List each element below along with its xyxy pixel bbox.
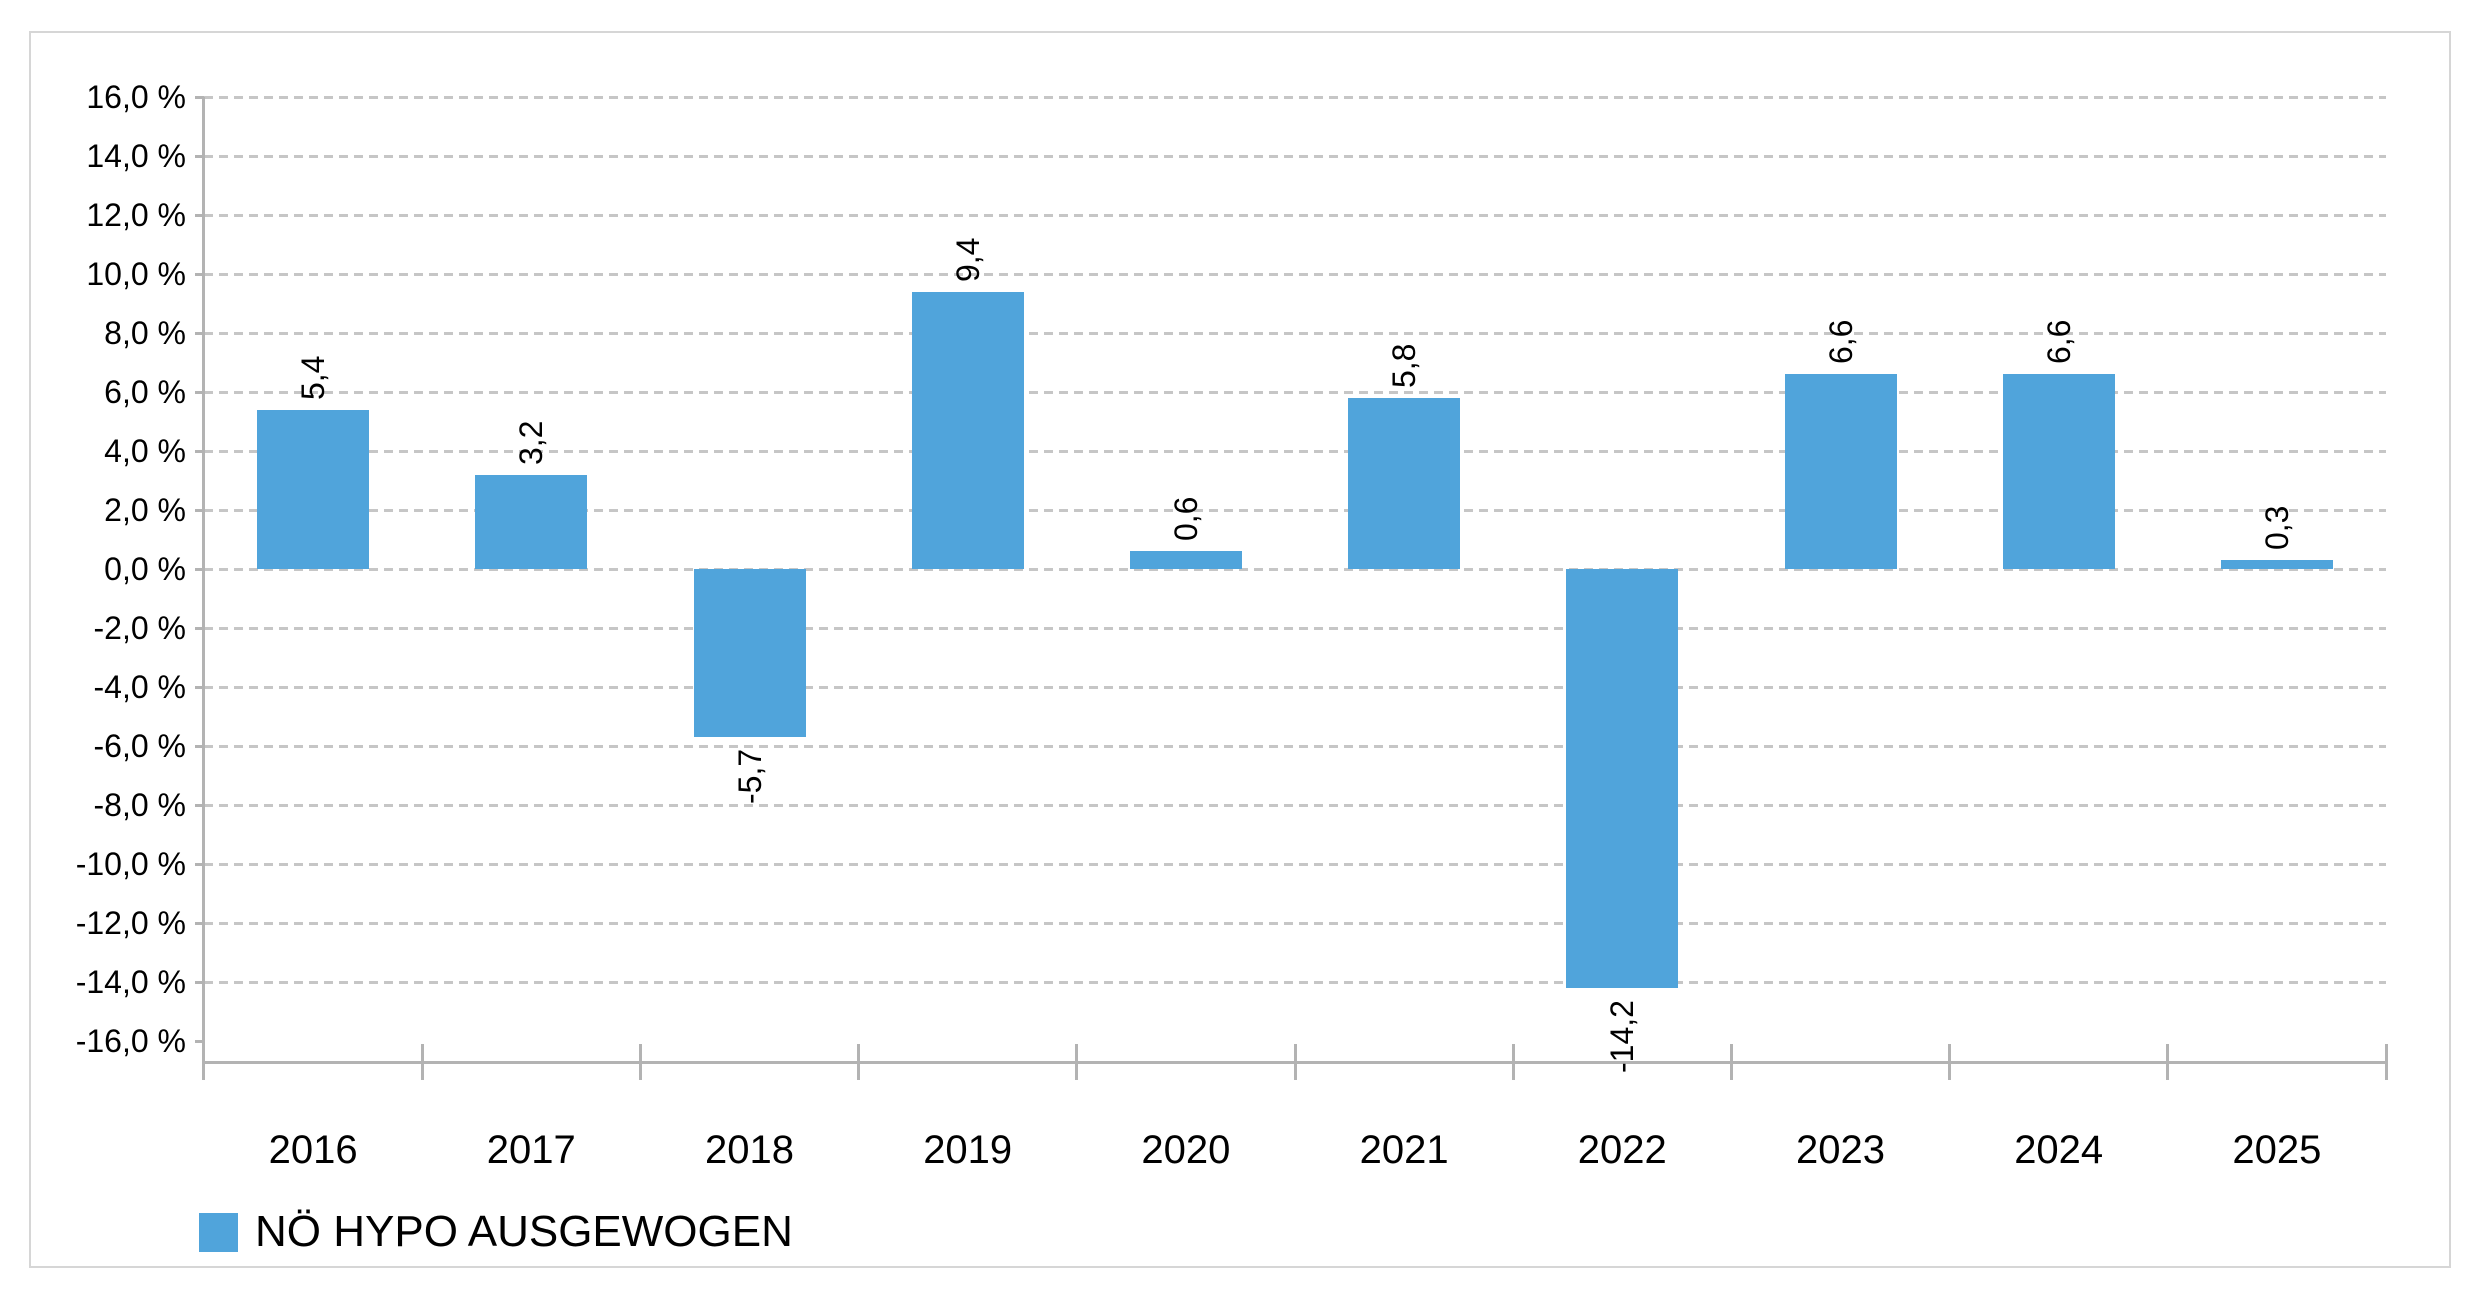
y-axis-tick: [195, 803, 204, 807]
y-axis-tick: [195, 980, 204, 984]
x-axis-label-2020: 2020: [1141, 1128, 1231, 1172]
y-axis-label: 12,0 %: [86, 197, 186, 233]
gridline: [204, 626, 2386, 630]
gridline: [204, 390, 2386, 394]
gridline: [204, 449, 2386, 453]
x-axis-tick: [1729, 1044, 1733, 1080]
y-axis-tick: [195, 95, 204, 99]
x-axis-tick: [1075, 1044, 1079, 1080]
gridline: [204, 567, 2386, 571]
legend: NÖ HYPO AUSGEWOGEN: [199, 1207, 793, 1257]
y-axis-label: 14,0 %: [86, 138, 186, 174]
y-axis-tick: [195, 744, 204, 748]
bar-2020: [1129, 551, 1242, 569]
y-axis-tick: [195, 685, 204, 689]
x-axis-tick: [1293, 1044, 1297, 1080]
y-axis-label: -4,0 %: [93, 669, 186, 705]
y-axis-tick: [195, 331, 204, 335]
x-axis-label-2025: 2025: [2232, 1128, 2322, 1172]
gridline: [204, 508, 2386, 512]
x-axis-tick: [1948, 1044, 1952, 1080]
bar-value-label: 0,3: [2258, 505, 2295, 551]
bar-value-label: 5,4: [295, 355, 332, 400]
y-axis-tick: [195, 272, 204, 276]
x-axis-label-2022: 2022: [1577, 1128, 1667, 1172]
x-axis-label-2021: 2021: [1359, 1128, 1449, 1172]
y-axis-tick: [195, 567, 204, 571]
y-axis-tick: [195, 449, 204, 453]
y-axis-label: 4,0 %: [104, 433, 186, 469]
y-axis-label: -16,0 %: [75, 1023, 186, 1059]
gridline: [204, 980, 2386, 984]
bar-2021: [1348, 397, 1461, 569]
bar-2016: [257, 409, 370, 569]
y-axis-label: 0,0 %: [104, 551, 186, 587]
x-axis-tick: [638, 1044, 642, 1080]
y-axis-label: 8,0 %: [104, 315, 186, 351]
gridline: [204, 744, 2386, 748]
y-axis-label: -14,0 %: [75, 964, 186, 1000]
bar-value-label: 5,8: [1386, 343, 1423, 388]
x-axis-tick: [2166, 1044, 2170, 1080]
y-axis-label: 6,0 %: [104, 374, 186, 410]
x-axis-label-2024: 2024: [2014, 1128, 2104, 1172]
bar-value-label: 6,6: [1822, 319, 1859, 365]
x-axis-tick: [1511, 1044, 1515, 1080]
y-axis-tick: [195, 390, 204, 394]
gridline: [204, 803, 2386, 807]
bar-2024: [2002, 374, 2115, 569]
y-axis-tick: [195, 508, 204, 512]
y-axis-label: -2,0 %: [93, 610, 186, 646]
x-axis-label-2023: 2023: [1795, 1128, 1885, 1172]
x-axis-tick: [420, 1044, 424, 1080]
y-axis-label: 16,0 %: [86, 79, 186, 115]
bar-2017: [475, 474, 588, 569]
x-axis-tick: [2384, 1044, 2388, 1080]
y-axis-tick: [195, 1039, 204, 1043]
bar-2019: [911, 291, 1024, 569]
x-axis-label-2016: 2016: [268, 1128, 358, 1172]
gridline: [204, 331, 2386, 335]
gridline: [204, 213, 2386, 217]
bar-value-label: -5,7: [731, 749, 768, 805]
bar-2023: [1784, 374, 1897, 569]
legend-label: NÖ HYPO AUSGEWOGEN: [255, 1207, 793, 1256]
gridline: [204, 95, 2386, 99]
y-axis-tick: [195, 921, 204, 925]
y-axis-tick: [195, 154, 204, 158]
y-axis-label: -8,0 %: [93, 787, 186, 823]
bar-value-label: -14,2: [1604, 999, 1641, 1073]
gridline: [204, 272, 2386, 276]
y-axis-label: -10,0 %: [75, 846, 186, 882]
gridline: [204, 685, 2386, 689]
y-axis-tick: [195, 626, 204, 630]
bar-2018: [693, 569, 806, 738]
x-axis-tick: [857, 1044, 861, 1080]
bar-2025: [2220, 560, 2333, 569]
y-axis-line: [202, 97, 205, 1080]
y-axis-tick: [195, 213, 204, 217]
bar-value-label: 3,2: [513, 420, 550, 465]
x-axis-label-2018: 2018: [704, 1128, 794, 1172]
y-axis-label: -12,0 %: [75, 905, 186, 941]
y-axis-tick: [195, 862, 204, 866]
y-axis-label: -6,0 %: [93, 728, 186, 764]
bar-value-label: 6,6: [2040, 319, 2077, 365]
y-axis-label: 2,0 %: [104, 492, 186, 528]
bar-value-label: 9,4: [949, 237, 986, 282]
legend-swatch: [199, 1212, 238, 1252]
gridline: [204, 154, 2386, 158]
bar-2022: [1566, 569, 1679, 988]
bar-value-label: 0,6: [1167, 496, 1204, 542]
gridline: [204, 862, 2386, 866]
y-axis-label: 10,0 %: [86, 256, 186, 292]
x-axis-label-2019: 2019: [923, 1128, 1013, 1172]
gridline: [204, 921, 2386, 925]
x-axis-label-2017: 2017: [486, 1128, 576, 1172]
